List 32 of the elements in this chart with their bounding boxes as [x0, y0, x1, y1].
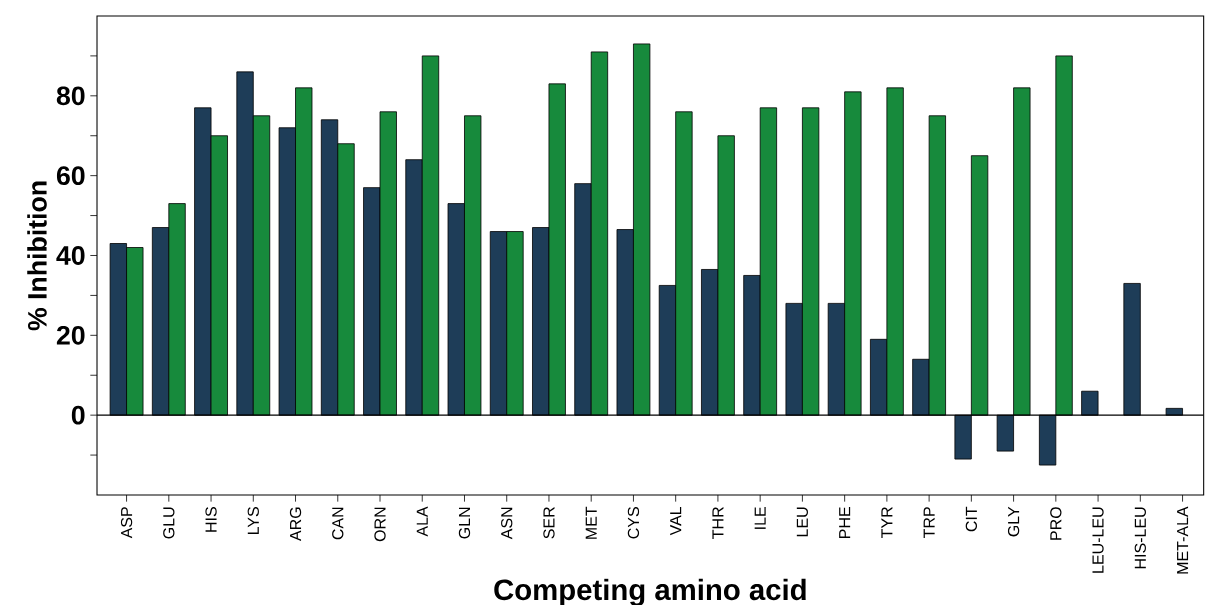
x-tick-label: HIS [205, 507, 217, 532]
x-tick-label: CIT [965, 506, 978, 532]
x-tick-label: CAN [332, 507, 344, 540]
x-tick-label: ALA [416, 506, 428, 537]
x-tick-label: HIS-LEU [1134, 507, 1146, 569]
y-tick-label: 60 [56, 166, 85, 186]
y-tick-label: 80 [56, 86, 85, 106]
x-tick-label: VAL [670, 506, 682, 536]
x-tick-label: LEU [796, 507, 808, 537]
x-tick-label: THR [712, 507, 724, 539]
x-tick-label: MET [585, 506, 597, 539]
x-tick-label: LEU-LEU [1092, 507, 1104, 573]
x-tick-label: ASP [120, 507, 133, 539]
x-tick-label: ASN [501, 507, 513, 540]
x-tick-label: TRP [923, 507, 935, 539]
x-tick-label: ORN [374, 507, 386, 542]
y-tick-label: 0 [71, 405, 85, 425]
x-tick-label: TYR [881, 507, 893, 539]
y-tick-label: 20 [56, 325, 85, 345]
x-tick-label: ARG [289, 507, 302, 542]
y-axis-title: % Inhibition [27, 181, 47, 331]
x-tick-label: CYS [627, 507, 640, 539]
x-tick-label: GLU [163, 507, 175, 539]
x-tick-label: MET-ALA [1177, 506, 1189, 574]
x-tick-label: GLY [1007, 506, 1020, 537]
x-tick-label: PRO [1050, 507, 1062, 540]
x-tick-label: LYS [247, 507, 259, 535]
x-tick-label: PHE [839, 507, 851, 538]
x-tick-label: SER [543, 507, 555, 539]
x-tick-label: GLN [458, 507, 471, 539]
x-tick-label: ILE [754, 507, 766, 529]
y-tick-label: 40 [56, 246, 85, 265]
